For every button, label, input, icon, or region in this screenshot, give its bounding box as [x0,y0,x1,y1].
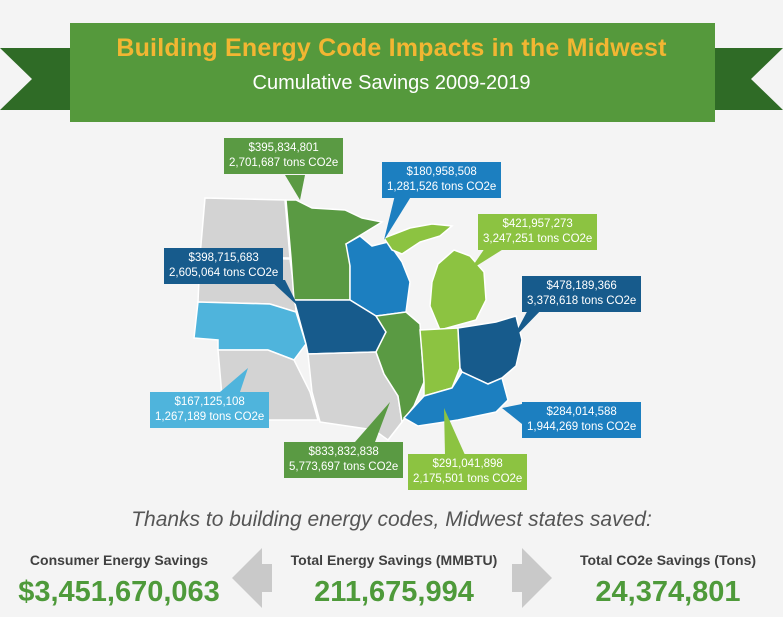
callout-co2: 1,944,269 tons CO2e [527,421,637,433]
pointer-iowa [270,280,298,306]
state-wisconsin [345,235,411,317]
callout-co2: 1,281,526 tons CO2e [387,181,497,193]
pointer-minnesota [285,175,305,200]
summary-arrows [232,548,552,608]
callout-iowa: $398,715,683 2,605,064 tons CO2e [164,248,284,284]
stat-consumer-savings: Consumer Energy Savings $3,451,670,063 [14,552,224,609]
callout-savings: $284,014,588 [546,406,617,418]
callout-savings: $833,832,838 [308,446,379,458]
banner-right-tail [715,48,783,110]
state-michigan-upper [382,223,454,255]
page-subtitle: Cumulative Savings 2009-2019 [252,72,531,94]
callout-savings: $167,125,108 [174,396,245,408]
callout-savings: $478,189,366 [546,280,617,292]
state-ohio [457,315,523,385]
right-arrow-icon [512,548,552,608]
stat-value: 24,374,801 [595,576,741,608]
callout-co2: 3,247,251 tons CO2e [483,233,593,245]
callout-savings: $291,041,898 [432,458,503,470]
state-north-dakota [199,197,291,259]
stat-energy-savings: Total Energy Savings (MMBTU) 211,675,994 [283,552,505,609]
callout-co2: 1,267,189 tons CO2e [155,411,265,423]
callout-kentucky: $284,014,588 1,944,269 tons CO2e [522,402,642,438]
callout-minnesota: $395,834,801 2,701,687 tons CO2e [224,138,344,174]
callout-pointers [220,175,545,455]
left-arrow-icon [232,548,272,608]
callout-wisconsin: $180,958,508 1,281,526 tons CO2e [382,162,502,198]
pointer-illinois [355,402,390,442]
callout-co2: 2,605,064 tons CO2e [169,267,279,279]
banner-left-tail [0,48,70,110]
callout-savings: $421,957,273 [502,218,573,230]
title-banner [0,23,783,122]
pointer-wisconsin [384,195,412,240]
pointer-kentucky [502,404,522,424]
state-michigan-lower [429,249,487,331]
summary-intro: Thanks to building energy codes, Midwest… [131,508,652,531]
pointer-michigan [470,248,505,270]
page-title: Building Energy Code Impacts in the Midw… [116,34,667,62]
stat-value: $3,451,670,063 [18,576,220,608]
callout-illinois: $833,832,838 5,773,697 tons CO2e [284,442,404,478]
stat-co2-savings: Total CO2e Savings (Tons) 24,374,801 [568,552,768,609]
banner-body [70,23,715,122]
callout-michigan: $421,957,273 3,247,251 tons CO2e [478,214,598,250]
callout-indiana: $291,041,898 2,175,501 tons CO2e [408,454,528,490]
pointer-ohio [512,306,545,340]
pointer-indiana [444,408,465,455]
callout-savings: $398,715,683 [188,252,259,264]
callout-nebraska: $167,125,108 1,267,189 tons CO2e [150,392,270,428]
callout-co2: 3,378,618 tons CO2e [527,295,637,307]
callout-co2: 5,773,697 tons CO2e [289,461,399,473]
stat-label: Consumer Energy Savings [29,552,209,568]
pointer-nebraska [220,368,248,392]
callout-savings: $180,958,508 [406,166,477,178]
callout-ohio: $478,189,366 3,378,618 tons CO2e [522,276,642,312]
callout-co2: 2,175,501 tons CO2e [413,473,523,485]
callout-co2: 2,701,687 tons CO2e [229,157,339,169]
stat-label: Total Energy Savings (MMBTU) [290,552,498,568]
stat-label: Total CO2e Savings (Tons) [579,552,757,568]
stat-value: 211,675,994 [314,576,474,608]
callout-savings: $395,834,801 [248,142,319,154]
